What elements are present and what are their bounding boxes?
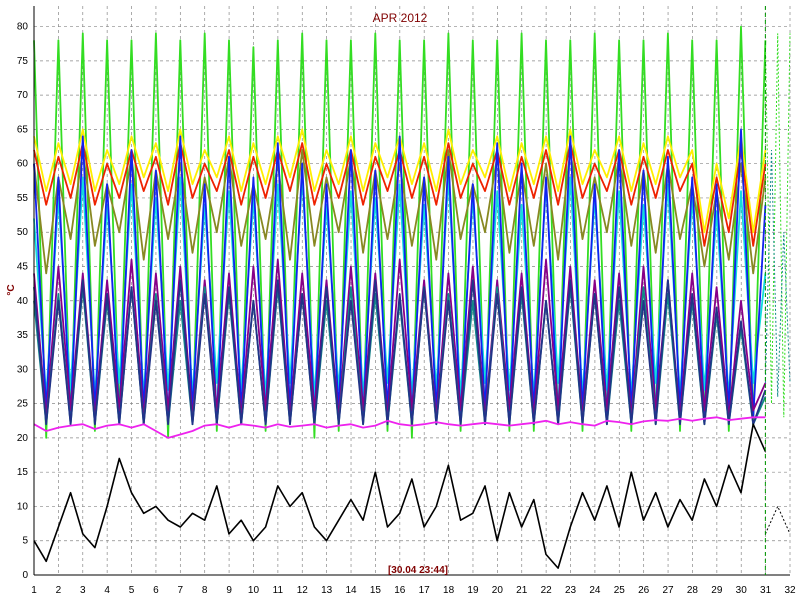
x-tick-label: 23 xyxy=(565,585,577,596)
y-tick-label: 55 xyxy=(17,193,29,204)
y-tick-label: 35 xyxy=(17,330,29,341)
x-tick-label: 2 xyxy=(56,585,62,596)
y-tick-label: 70 xyxy=(17,90,29,101)
y-tick-label: 20 xyxy=(17,433,29,444)
series-line-black xyxy=(33,423,767,569)
y-tick-label: 75 xyxy=(17,56,29,67)
timestamp-label: [30.04 23:44] xyxy=(388,565,448,576)
series-line-purple xyxy=(33,258,767,419)
x-tick-label: 9 xyxy=(226,585,232,596)
y-tick-label: 10 xyxy=(17,501,29,512)
x-tick-label: 8 xyxy=(202,585,208,596)
x-tick-label: 1 xyxy=(31,585,37,596)
x-tick-label: 16 xyxy=(394,585,406,596)
x-tick-label: 25 xyxy=(614,585,626,596)
y-tick-label: 5 xyxy=(22,536,28,547)
x-tick-label: 21 xyxy=(516,585,528,596)
projection-lines xyxy=(764,33,791,535)
series-line-magenta xyxy=(33,416,766,439)
series-line-navy xyxy=(33,279,767,426)
y-tick-label: 60 xyxy=(17,159,29,170)
x-tick-label: 22 xyxy=(541,585,553,596)
y-tick-labels: 0 5 10 15 20 25 30 35 40 45 50 55 60 65 70 75 80 xyxy=(17,22,29,581)
x-tick-label: 14 xyxy=(345,585,357,596)
x-tick-label: 24 xyxy=(589,585,601,596)
x-tick-label: 30 xyxy=(736,585,748,596)
series-line-cyan xyxy=(33,176,767,398)
x-tick-label: 20 xyxy=(492,585,504,596)
y-tick-label: 30 xyxy=(17,364,29,375)
x-tick-label: 6 xyxy=(153,585,159,596)
x-tick-label: 32 xyxy=(784,585,796,596)
series-line-green xyxy=(33,25,767,439)
x-tick-label: 18 xyxy=(443,585,455,596)
x-tick-label: 31 xyxy=(760,585,772,596)
y-tick-label: 0 xyxy=(22,570,28,581)
x-tick-label: 5 xyxy=(129,585,135,596)
y-tick-label: 45 xyxy=(17,262,29,273)
x-tick-label: 17 xyxy=(419,585,431,596)
x-tick-label: 26 xyxy=(638,585,650,596)
y-tick-label: 65 xyxy=(17,124,29,135)
y-axis-label: °C xyxy=(6,284,17,295)
x-tick-label: 28 xyxy=(687,585,699,596)
y-tick-label: 25 xyxy=(17,399,29,410)
x-tick-label: 19 xyxy=(467,585,479,596)
x-tick-label: 10 xyxy=(248,585,260,596)
x-tick-label: 15 xyxy=(370,585,382,596)
x-tick-label: 11 xyxy=(273,585,284,596)
x-tick-label: 4 xyxy=(104,585,110,596)
y-tick-label: 40 xyxy=(17,296,29,307)
series-line-blue xyxy=(33,128,767,419)
x-tick-label: 27 xyxy=(663,585,675,596)
series-lines xyxy=(33,25,767,569)
x-tick-label: 29 xyxy=(711,585,723,596)
x-tick-labels: 1 2 3 4 5 6 7 8 9 10 11 12 13 14 15 16 17 18 19 20 21 22 23 24 2… xyxy=(31,585,796,596)
x-tick-label: 12 xyxy=(297,585,309,596)
chart-title: APR 2012 xyxy=(373,11,428,25)
x-tick-label: 13 xyxy=(321,585,333,596)
y-tick-label: 80 xyxy=(17,22,29,33)
y-tick-label: 50 xyxy=(17,227,29,238)
x-tick-label: 7 xyxy=(178,585,184,596)
y-tick-label: 15 xyxy=(17,467,29,478)
x-tick-label: 3 xyxy=(80,585,86,596)
